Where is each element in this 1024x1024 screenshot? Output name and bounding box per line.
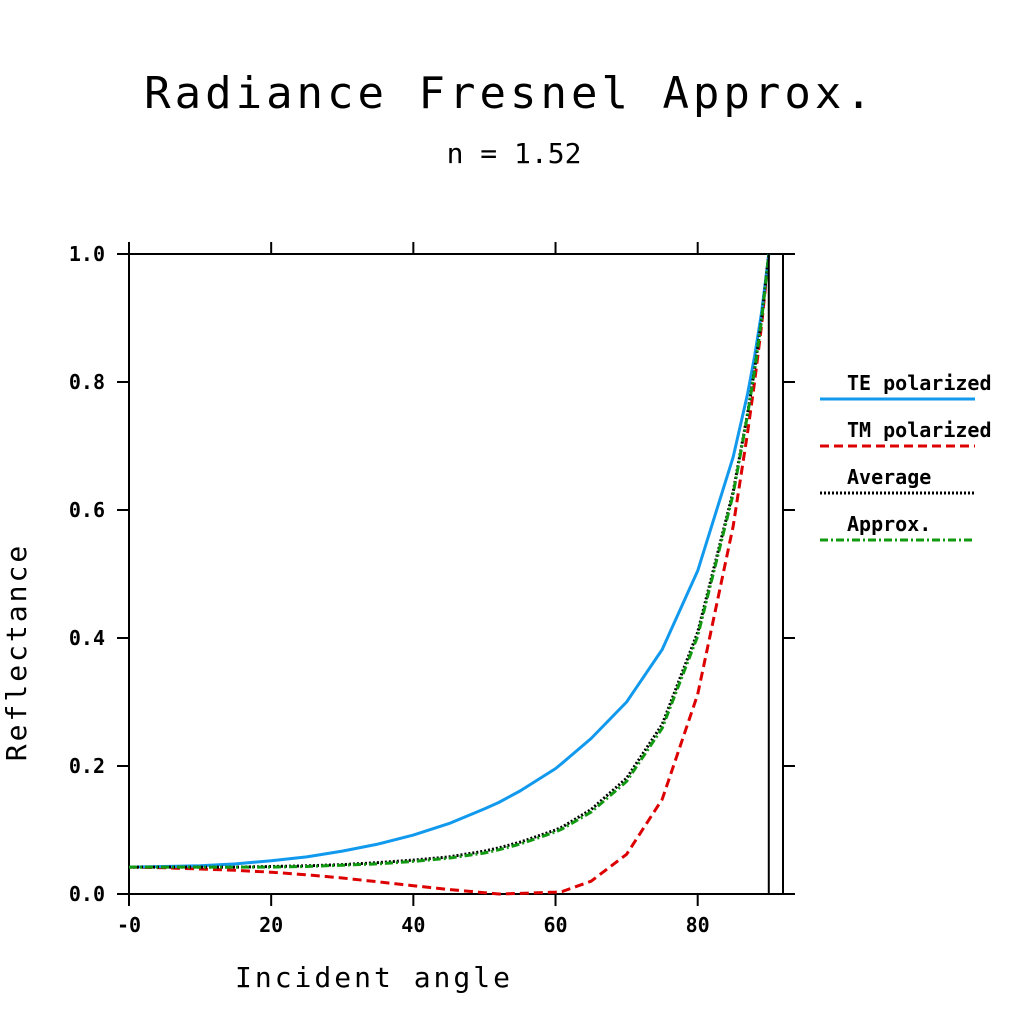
legend-label: Average	[847, 465, 931, 489]
y-tick-label: 1.0	[69, 242, 105, 266]
x-tick-label: 20	[259, 913, 283, 937]
x-tick-label: 60	[543, 913, 567, 937]
y-tick-label: 0.2	[69, 754, 105, 778]
y-tick-label: 0.0	[69, 882, 105, 906]
y-tick-label: 0.6	[69, 498, 105, 522]
series-line-3	[129, 253, 771, 869]
y-axis-label: Reflectance	[0, 543, 33, 761]
chart-title: Radiance Fresnel Approx.	[144, 68, 876, 119]
x-tick-label: 40	[401, 913, 425, 937]
legend-label: TM polarized	[847, 418, 992, 442]
plot-axes: -0 20 40 60 80 0.0 0.2 0.4 0.6 0.8 1.0	[69, 242, 795, 937]
series-line-0	[128, 253, 771, 869]
series-line-2	[129, 253, 771, 869]
legend-label: TE polarized	[847, 371, 992, 395]
x-tick-label: -0	[117, 913, 141, 937]
plot-frame	[128, 253, 784, 895]
chart-subtitle: n = 1.52	[447, 137, 582, 170]
legend: TE polarized TM polarized Average Approx.	[820, 371, 992, 542]
series-line-1	[128, 253, 771, 896]
series-layer	[128, 253, 771, 896]
y-tick-label: 0.8	[69, 370, 105, 394]
x-axis-label: Incident angle	[235, 961, 513, 994]
legend-label: Approx.	[847, 512, 931, 536]
y-tick-label: 0.4	[69, 626, 105, 650]
x-tick-label: 80	[686, 913, 710, 937]
